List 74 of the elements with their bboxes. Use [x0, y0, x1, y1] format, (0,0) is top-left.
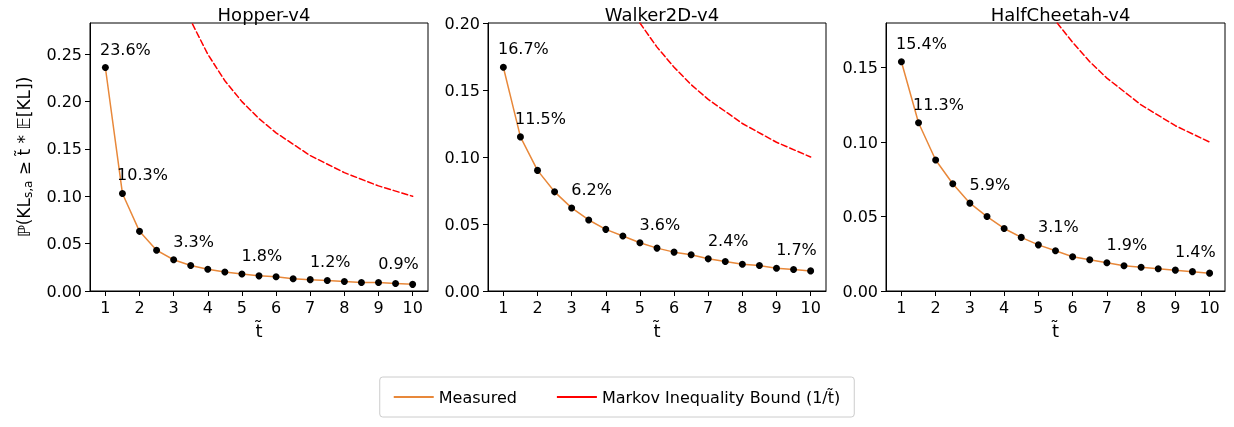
x-tick-label: 4	[600, 297, 611, 317]
y-tick-label: 0.10	[46, 186, 82, 206]
data-label: 16.7%	[497, 39, 549, 59]
x-tick-label: 8	[339, 297, 350, 317]
x-tick-label: 6	[668, 297, 680, 317]
chart-title: Walker2D-v4	[604, 3, 720, 25]
x-tick-label: 7	[305, 297, 316, 317]
x-tick-label: 1	[498, 297, 509, 317]
x-tick-label: 10	[402, 297, 423, 317]
y-tick-label: 0.10	[842, 132, 878, 152]
data-label: 2.4%	[707, 230, 749, 250]
data-label: 11.5%	[515, 108, 566, 128]
y-tick-label: 0.15	[444, 80, 480, 100]
x-tick-label: 7	[703, 297, 714, 317]
y-tick-label: 0.00	[46, 281, 82, 301]
x-tick-label: 6	[270, 297, 282, 317]
data-label: 6.2%	[571, 179, 612, 199]
data-label: 1.7%	[776, 240, 817, 260]
y-tick-label: 0.00	[444, 281, 480, 301]
data-label: 15.4%	[896, 33, 947, 53]
data-label: 3.1%	[1038, 216, 1079, 236]
x-axis-title: t̃	[1050, 319, 1060, 341]
x-tick-label: 3	[964, 297, 975, 317]
y-tick-label: 0.15	[46, 139, 82, 159]
x-tick-label: 9	[1170, 297, 1181, 317]
x-tick-label: 10	[1199, 297, 1220, 317]
data-label: 1.9%	[1106, 234, 1148, 254]
x-tick-label: 9	[771, 297, 782, 317]
x-tick-label: 8	[737, 297, 748, 317]
y-tick-label: 0.05	[842, 207, 878, 227]
y-tick-label: 0.15	[842, 58, 878, 78]
x-tick-label: 5	[236, 297, 248, 317]
data-label: 11.3%	[913, 94, 964, 114]
x-tick-label: 1	[100, 297, 111, 317]
x-tick-label: 7	[1101, 297, 1112, 317]
x-tick-label: 1	[896, 297, 907, 317]
y-tick-label: 0.05	[46, 234, 82, 254]
y-tick-label: 0.20	[444, 13, 480, 33]
y-tick-label: 0.00	[842, 281, 878, 301]
line-series	[639, 22, 812, 158]
x-tick-label: 4	[202, 297, 213, 317]
y-tick-label: 0.20	[46, 92, 82, 112]
x-tick-label: 2	[930, 297, 941, 317]
x-tick-label: 5	[634, 297, 646, 317]
line-series	[1056, 22, 1211, 143]
data-label: 0.9%	[378, 254, 419, 274]
data-label: 3.3%	[173, 231, 214, 251]
x-tick-label: 3	[566, 297, 577, 317]
x-tick-label: 6	[1067, 297, 1078, 317]
x-tick-label: 3	[168, 297, 179, 317]
x-axis-title: t̃	[254, 319, 263, 341]
legend-label: Markov Inequality Bound (1/t̃)	[601, 387, 841, 407]
x-tick-label: 2	[134, 297, 145, 317]
y-tick-label: 0.05	[444, 214, 480, 234]
x-tick-label: 9	[373, 297, 384, 317]
x-tick-label: 5	[1033, 297, 1044, 317]
legend-label: Measured	[438, 387, 517, 407]
x-tick-label: 2	[532, 297, 543, 317]
chart-title: HalfCheetah-v4	[990, 3, 1131, 25]
data-label: 23.6%	[99, 39, 151, 59]
data-label: 3.6%	[639, 214, 681, 234]
x-axis-title: t̃	[652, 319, 661, 341]
chart-title: Hopper-v4	[217, 3, 311, 25]
x-tick-label: 8	[1136, 297, 1147, 317]
y-axis-title: ℙ(KLs,a ≥ t̃ * 𝔼[KL])	[13, 76, 35, 238]
data-label: 1.8%	[241, 245, 283, 265]
x-tick-label: 4	[999, 297, 1010, 317]
line-series	[191, 23, 414, 198]
data-label: 1.4%	[1175, 242, 1216, 262]
data-label: 1.2%	[309, 251, 351, 271]
y-tick-label: 0.25	[46, 44, 82, 64]
data-label: 5.9%	[969, 175, 1011, 195]
y-tick-label: 0.10	[444, 147, 480, 167]
x-tick-label: 10	[800, 297, 821, 317]
